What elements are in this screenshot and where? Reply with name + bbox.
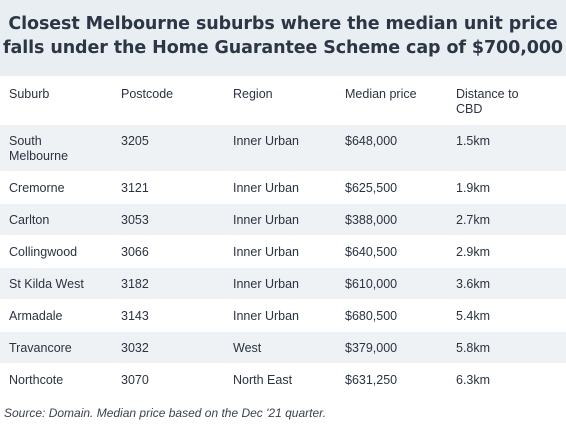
cell-median-price: $648,000 bbox=[345, 134, 398, 148]
header-distance-line-1: Distance to bbox=[456, 87, 519, 101]
cell-median-price: $610,000 bbox=[345, 277, 398, 291]
cell-postcode: 3032 bbox=[121, 341, 149, 355]
cell-region: Inner Urban bbox=[233, 309, 300, 323]
cell-distance: 3.6km bbox=[456, 277, 491, 291]
cell-median-price: $379,000 bbox=[345, 341, 398, 355]
table-body: South Melbourne 3205 Inner Urban $648,00… bbox=[0, 124, 566, 395]
cell-median-price: $640,500 bbox=[345, 245, 398, 259]
cell-postcode: 3121 bbox=[121, 181, 149, 195]
cell-suburb: St Kilda West bbox=[9, 277, 84, 291]
table-row: Cremorne 3121 Inner Urban $625,500 1.9km bbox=[0, 171, 566, 203]
cell-median-price: $631,250 bbox=[345, 373, 398, 387]
cell-postcode: 3070 bbox=[121, 373, 149, 387]
cell-region: West bbox=[233, 341, 262, 355]
cell-distance: 1.5km bbox=[456, 134, 491, 148]
table-row: Armadale 3143 Inner Urban $680,500 5.4km bbox=[0, 299, 566, 331]
cell-distance: 1.9km bbox=[456, 181, 491, 195]
header-region: Region bbox=[233, 87, 273, 101]
cell-postcode: 3182 bbox=[121, 277, 149, 291]
title-band: Closest Melbourne suburbs where the medi… bbox=[0, 0, 566, 76]
cell-region: Inner Urban bbox=[233, 181, 300, 195]
cell-suburb: Travancore bbox=[9, 341, 72, 355]
table-row: Carlton 3053 Inner Urban $388,000 2.7km bbox=[0, 203, 566, 235]
cell-distance: 5.4km bbox=[456, 309, 491, 323]
cell-suburb: Cremorne bbox=[9, 181, 65, 195]
table-row: Travancore 3032 West $379,000 5.8km bbox=[0, 331, 566, 363]
cell-postcode: 3066 bbox=[121, 245, 149, 259]
table-row: St Kilda West 3182 Inner Urban $610,000 … bbox=[0, 267, 566, 299]
cell-median-price: $388,000 bbox=[345, 213, 398, 227]
table-header-row: Suburb Postcode Region Median price Dist… bbox=[0, 76, 566, 124]
cell-postcode: 3205 bbox=[121, 134, 149, 148]
cell-postcode: 3053 bbox=[121, 213, 149, 227]
suburb-line-1: South bbox=[9, 134, 42, 148]
header-distance-to-cbd: Distance to CBD bbox=[456, 87, 556, 117]
source-note: Source: Domain. Median price based on th… bbox=[4, 406, 327, 420]
cell-suburb: South Melbourne bbox=[9, 134, 117, 164]
table-title-line-1: Closest Melbourne suburbs where the medi… bbox=[8, 14, 558, 34]
header-median-price: Median price bbox=[345, 87, 417, 101]
cell-suburb: Collingwood bbox=[9, 245, 78, 259]
cell-suburb: Armadale bbox=[9, 309, 63, 323]
header-suburb: Suburb bbox=[9, 87, 50, 101]
cell-region: Inner Urban bbox=[233, 134, 300, 148]
cell-region: Inner Urban bbox=[233, 277, 300, 291]
cell-region: Inner Urban bbox=[233, 245, 300, 259]
cell-region: North East bbox=[233, 373, 293, 387]
cell-postcode: 3143 bbox=[121, 309, 149, 323]
cell-distance: 2.9km bbox=[456, 245, 491, 259]
table-row: Northcote 3070 North East $631,250 6.3km bbox=[0, 363, 566, 395]
cell-suburb: Northcote bbox=[9, 373, 64, 387]
table-row: Collingwood 3066 Inner Urban $640,500 2.… bbox=[0, 235, 566, 267]
cell-suburb: Carlton bbox=[9, 213, 50, 227]
cell-median-price: $625,500 bbox=[345, 181, 398, 195]
cell-distance: 6.3km bbox=[456, 373, 491, 387]
table-title-line-2: falls under the Home Guarantee Scheme ca… bbox=[3, 38, 563, 58]
cell-distance: 2.7km bbox=[456, 213, 491, 227]
header-distance-line-2: CBD bbox=[456, 102, 483, 116]
cell-region: Inner Urban bbox=[233, 213, 300, 227]
cell-distance: 5.8km bbox=[456, 341, 491, 355]
cell-median-price: $680,500 bbox=[345, 309, 398, 323]
header-postcode: Postcode bbox=[121, 87, 174, 101]
suburb-line-2: Melbourne bbox=[9, 149, 69, 163]
table-row: South Melbourne 3205 Inner Urban $648,00… bbox=[0, 124, 566, 171]
